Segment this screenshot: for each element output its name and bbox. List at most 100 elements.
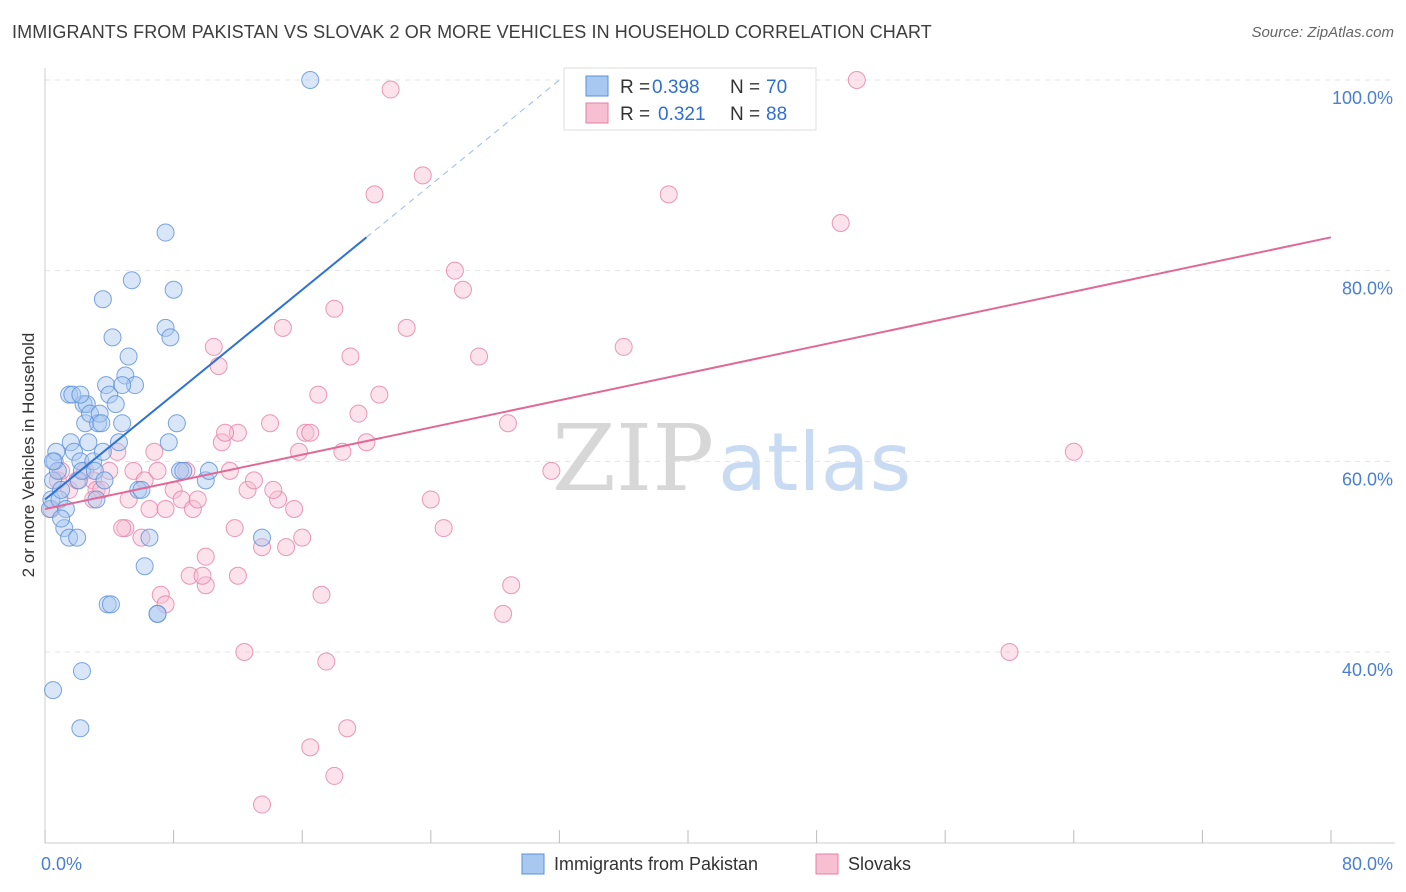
pakistan-point [64, 442, 83, 461]
pakistan-point [97, 376, 116, 395]
slovaks-trend-line [44, 236, 1332, 510]
slovaks-point [196, 576, 215, 595]
x-tick-label: 0.0% [41, 854, 82, 874]
series-legend: Immigrants from Pakistan Slovaks [521, 853, 911, 875]
pakistan-point [85, 461, 104, 480]
slovaks-point [470, 347, 489, 366]
pakistan-trend-extension [366, 79, 560, 238]
pakistan-point [44, 681, 63, 700]
stats-legend-swatch-slovaks [585, 102, 609, 124]
y-tick-labels: 40.0% 60.0% 80.0% 100.0% [1332, 88, 1393, 680]
slovaks-point [381, 80, 400, 99]
slovaks-point [301, 738, 320, 757]
stats-r-label-slovaks: R = [620, 104, 650, 125]
slovaks-point [831, 214, 850, 232]
pakistan-point [253, 528, 272, 547]
slovaks-point [341, 347, 360, 366]
pakistan-point [156, 223, 175, 242]
slovaks-point [296, 423, 315, 442]
y-axis-label: 2 or more Vehicles in Household [19, 333, 38, 578]
pakistan-point [109, 433, 128, 452]
pakistan-point [101, 595, 120, 614]
y-tick-label: 60.0% [1342, 469, 1393, 489]
pakistan-point [71, 385, 90, 404]
pakistan-point [103, 328, 122, 347]
pakistan-point [140, 528, 159, 547]
slovaks-point [1000, 643, 1019, 661]
pakistan-point [55, 519, 74, 538]
stats-n-value-pakistan: 70 [766, 77, 787, 98]
pakistan-point [174, 461, 193, 480]
pakistan-point [71, 719, 90, 738]
slovaks-point [445, 261, 464, 280]
pakistan-point [106, 395, 125, 414]
slovaks-point [261, 414, 280, 433]
legend-swatch-pakistan [521, 853, 545, 875]
pakistan-point [92, 414, 111, 433]
slovaks-point [277, 538, 296, 557]
pakistan-point [79, 433, 98, 452]
slovaks-point [659, 185, 678, 204]
slovaks-point [434, 519, 453, 538]
slovaks-point [113, 519, 132, 538]
watermark: ZIP atlas [552, 405, 911, 512]
stats-n-value-slovaks: 88 [766, 104, 787, 125]
slovaks-point [235, 643, 254, 661]
slovaks-point [397, 318, 416, 337]
slovaks-point [413, 166, 432, 185]
pakistan-point [77, 395, 96, 414]
y-tick-label: 40.0% [1342, 660, 1393, 680]
slovaks-point [325, 766, 344, 785]
pakistan-point [52, 509, 71, 528]
pakistan-point [164, 280, 183, 299]
slovaks-point [453, 280, 472, 299]
slovaks-point [273, 318, 292, 337]
slovaks-point [156, 500, 175, 518]
pakistan-point [156, 318, 175, 337]
stats-n-label-pakistan: N = [730, 77, 760, 98]
slovaks-point [264, 480, 283, 499]
slovaks-point [498, 414, 517, 433]
slovaks-point [309, 385, 328, 404]
slovaks-point [365, 185, 384, 204]
pakistan-point [116, 366, 135, 385]
slovaks-point [1064, 442, 1083, 461]
pakistan-point [76, 414, 95, 433]
slovaks-point [228, 566, 247, 585]
pakistan-point [167, 414, 186, 433]
pakistan-point [159, 433, 178, 452]
pakistan-point [199, 461, 218, 480]
axes [44, 68, 1395, 844]
pakistan-point [100, 385, 119, 404]
pakistan-point [113, 414, 132, 433]
slovaks-point [494, 604, 513, 623]
pakistan-point [44, 452, 63, 471]
legend-label-slovaks: Slovaks [848, 854, 911, 874]
pakistan-point [135, 557, 154, 576]
slovaks-point [145, 442, 164, 461]
pakistan-point [148, 604, 167, 623]
slovaks-point [542, 461, 561, 480]
x-tick-label: 80.0% [1342, 854, 1393, 874]
pakistan-point [50, 490, 69, 509]
slovaks-point [148, 461, 167, 480]
stats-legend-swatch-pakistan [585, 75, 609, 97]
slovaks-point [244, 471, 263, 490]
legend-label-pakistan: Immigrants from Pakistan [554, 854, 758, 874]
slovaks-point [614, 337, 633, 356]
slovaks-point [140, 500, 159, 518]
slovaks-point [312, 585, 331, 604]
watermark-zip: ZIP [552, 405, 714, 512]
slovaks-point [151, 585, 170, 604]
pakistan-trend-line [44, 236, 368, 501]
slovaks-point [285, 500, 304, 518]
slovaks-point [349, 404, 368, 423]
y-tick-label: 100.0% [1332, 88, 1393, 108]
slovaks-point [209, 357, 228, 375]
pakistan-point [52, 480, 71, 499]
series-pakistan [40, 71, 320, 738]
x-tick-labels: 0.0% 80.0% [41, 854, 1393, 874]
slovaks-point [238, 480, 257, 499]
slovaks-point [183, 500, 202, 518]
